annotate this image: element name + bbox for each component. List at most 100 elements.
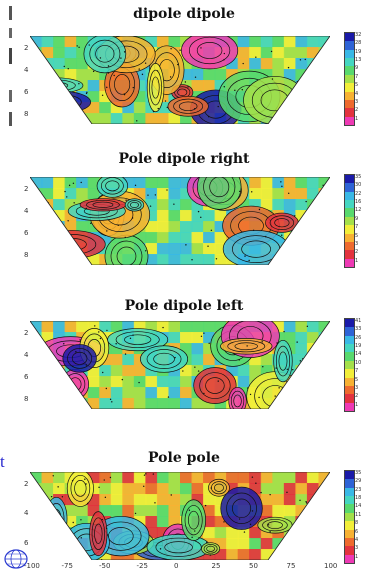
contour-line xyxy=(199,372,231,399)
data-point xyxy=(305,200,307,203)
data-point xyxy=(223,86,225,88)
logo-icon xyxy=(4,549,28,569)
heatmap-cell xyxy=(272,483,285,495)
heatmap-cell xyxy=(87,398,101,409)
heatmap-cell xyxy=(214,254,228,265)
data-point xyxy=(98,331,100,333)
colorbar-tick-label: 3 xyxy=(355,98,359,105)
data-point xyxy=(104,496,107,499)
contour-line xyxy=(114,73,131,95)
data-point xyxy=(251,510,254,512)
colorbar-swatch xyxy=(345,377,354,387)
data-point xyxy=(85,92,88,95)
section-outline xyxy=(30,472,330,560)
heatmap-cell xyxy=(145,243,158,255)
heatmap-cell xyxy=(318,549,330,560)
data-point xyxy=(234,89,236,92)
heatmap-cell xyxy=(145,494,158,506)
heatmap-cell xyxy=(145,398,158,409)
heatmap-cell xyxy=(180,472,193,484)
colorbar-tick-label: 3 xyxy=(355,545,359,552)
data-point xyxy=(43,514,46,516)
data-point xyxy=(79,339,81,341)
heatmap-cell xyxy=(306,538,320,550)
data-point xyxy=(106,230,108,232)
data-point xyxy=(64,190,66,193)
heatmap-cell xyxy=(237,538,251,550)
data-point xyxy=(147,194,149,196)
data-point xyxy=(191,536,193,539)
data-point xyxy=(320,551,322,553)
plot-area xyxy=(30,321,330,409)
heatmap-cell xyxy=(180,254,193,265)
data-point xyxy=(67,68,69,70)
data-point xyxy=(185,244,187,246)
colorbar-swatch xyxy=(345,191,354,201)
heatmap-cell xyxy=(203,494,216,506)
contour-line xyxy=(178,101,198,112)
data-point xyxy=(269,531,271,533)
contour-line xyxy=(116,246,137,265)
x-tick-label: 25 xyxy=(211,562,221,570)
contour-line xyxy=(184,505,203,536)
data-point xyxy=(191,259,193,261)
heatmap-cell xyxy=(168,221,181,233)
heatmap-cell xyxy=(295,177,308,189)
heatmap-cell xyxy=(168,483,181,495)
contour-line xyxy=(94,523,103,544)
data-point xyxy=(144,62,147,64)
data-point xyxy=(223,59,225,61)
heatmap-cell xyxy=(214,549,228,560)
heatmap-cell xyxy=(168,36,181,48)
heatmap-cell xyxy=(203,69,216,81)
data-point xyxy=(244,255,246,257)
heatmap-cell xyxy=(295,505,308,517)
heatmap-cell xyxy=(156,221,170,233)
heatmap-cell xyxy=(53,549,66,560)
colorbar-tick-label: 18 xyxy=(355,495,362,502)
heatmap-cell xyxy=(168,199,181,211)
heatmap-cell xyxy=(99,472,112,484)
heatmap-cell xyxy=(122,494,135,506)
data-point xyxy=(107,72,110,74)
colorbar-tick-label: 35 xyxy=(355,470,362,476)
heatmap-cell xyxy=(283,199,297,211)
data-point xyxy=(117,224,119,227)
data-point xyxy=(313,527,315,529)
data-point xyxy=(270,50,273,53)
heatmap-cell xyxy=(87,376,101,388)
colorbar-swatch xyxy=(345,58,354,67)
data-point xyxy=(182,370,184,372)
data-point xyxy=(281,185,283,188)
colorbar-tick-label: 16 xyxy=(355,199,362,206)
x-tick-label: 75 xyxy=(286,562,296,570)
heatmap-cell xyxy=(237,527,251,539)
chart-panel-1: dipole dipole xyxy=(0,0,368,130)
contour-line xyxy=(196,42,223,59)
contour-line xyxy=(86,199,120,210)
heatmap-cell xyxy=(133,494,147,506)
y-tick-label: 4 xyxy=(24,351,29,359)
colorbar-swatch xyxy=(345,183,354,193)
heatmap-cell xyxy=(76,188,89,200)
data-point xyxy=(55,551,58,553)
contour-line xyxy=(230,390,245,409)
data-point xyxy=(242,62,244,65)
heatmap-cell xyxy=(283,538,297,550)
colorbar-tick-label: 5 xyxy=(355,82,359,89)
heatmap-cell xyxy=(214,527,228,539)
x-tick-label: 0 xyxy=(174,562,179,570)
heatmap-cell xyxy=(145,472,158,484)
heatmap-cell xyxy=(203,505,216,517)
colorbar-tick-label: 3 xyxy=(355,240,359,247)
heatmap-cell xyxy=(156,243,170,255)
data-point xyxy=(61,496,64,498)
heatmap-cell xyxy=(203,80,216,92)
heatmap-cell xyxy=(191,354,205,366)
heatmap-cell xyxy=(133,102,147,114)
colorbar-tick-label: 7 xyxy=(355,224,359,231)
heatmap-cell xyxy=(283,505,297,517)
heatmap-cell xyxy=(203,321,216,333)
heatmap-cell xyxy=(64,505,78,517)
data-point xyxy=(206,541,208,544)
